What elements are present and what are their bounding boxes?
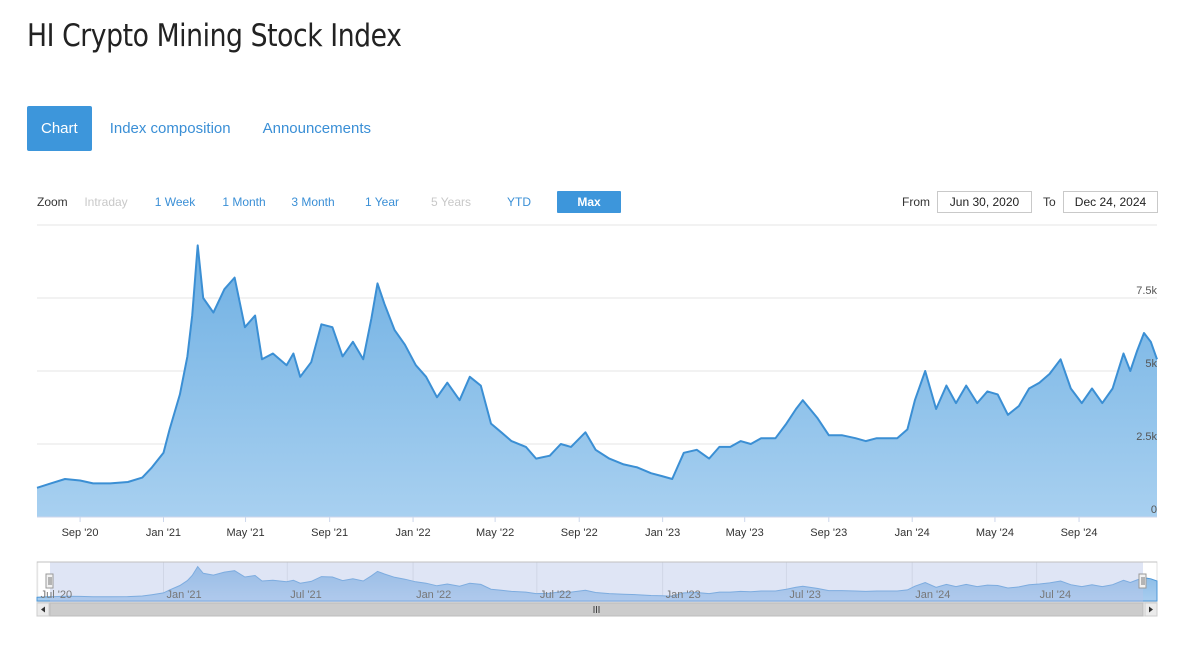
series-area — [37, 245, 1157, 517]
x-tick-label: May '24 — [976, 527, 1014, 539]
tab-announcements[interactable]: Announcements — [262, 120, 371, 137]
navigator[interactable]: Jul '20 Jan '21 Jul '21 Jan '22 Jul '22 Jan '… — [36, 561, 1158, 603]
y-tick-label: 2.5k — [1136, 431, 1157, 443]
navigator-label: Jan '21 — [166, 589, 201, 601]
navigator-selection-mask — [50, 562, 1143, 602]
navigator-label: Jul '23 — [789, 589, 820, 601]
scrollbar[interactable] — [36, 602, 1158, 617]
series-line — [36, 244, 1158, 489]
from-label: From — [902, 195, 930, 209]
navigator-right-handle[interactable] — [1138, 573, 1147, 589]
x-tick-label: May '23 — [726, 527, 764, 539]
navigator-series — [36, 565, 1158, 602]
zoom-ytd-button[interactable]: YTD — [507, 195, 531, 209]
y-axis-labels: 0 2.5k 5k 7.5k — [1136, 285, 1157, 516]
scrollbar-right-arrow-icon[interactable] — [1144, 602, 1158, 617]
page-title: HI Crypto Mining Stock Index — [27, 18, 402, 54]
zoom-1-month-button[interactable]: 1 Month — [222, 195, 266, 209]
x-tick-label: Sep '24 — [1061, 527, 1098, 539]
to-label: To — [1043, 195, 1056, 209]
zoom-max-button[interactable]: Max — [557, 191, 621, 213]
tab-chart[interactable]: Chart — [27, 106, 92, 151]
zoom-3-month-button[interactable]: 3 Month — [291, 195, 335, 209]
navigator-label: Jan '24 — [915, 589, 950, 601]
from-date-input[interactable]: Jun 30, 2020 — [937, 191, 1032, 213]
zoom-5-years-button: 5 Years — [430, 195, 472, 209]
navigator-label: Jul '21 — [290, 589, 321, 601]
zoom-intraday-button: Intraday — [84, 195, 128, 209]
x-tick-label: Jan '24 — [895, 527, 930, 539]
navigator-label: Jan '23 — [666, 589, 701, 601]
tab-index-composition[interactable]: Index composition — [109, 120, 231, 137]
navigator-label: Jul '20 — [41, 589, 72, 601]
x-tick-label: May '21 — [226, 527, 264, 539]
navigator-left-handle[interactable] — [45, 573, 54, 589]
tab-bar: Chart Index composition Announcements — [27, 106, 385, 151]
x-tick-label: Sep '21 — [311, 527, 348, 539]
navigator-label: Jan '22 — [416, 589, 451, 601]
x-tick-label: May '22 — [476, 527, 514, 539]
x-tick-label: Jan '21 — [146, 527, 181, 539]
zoom-label: Zoom — [37, 195, 68, 209]
x-axis-labels: Sep '20 Jan '21 May '21 Sep '21 Jan '22 May '… — [62, 517, 1098, 539]
y-tick-label: 0 — [1151, 504, 1157, 516]
x-tick-label: Jan '23 — [645, 527, 680, 539]
navigator-label: Jul '24 — [1040, 589, 1071, 601]
x-tick-label: Jan '22 — [395, 527, 430, 539]
x-tick-label: Sep '23 — [810, 527, 847, 539]
zoom-1-year-button[interactable]: 1 Year — [364, 195, 400, 209]
x-tick-label: Sep '20 — [62, 527, 99, 539]
range-selector: Zoom Intraday 1 Week 1 Month 3 Month 1 Y… — [37, 190, 1158, 214]
zoom-1-week-button[interactable]: 1 Week — [154, 195, 196, 209]
y-tick-label: 7.5k — [1136, 285, 1157, 297]
y-tick-label: 5k — [1145, 358, 1157, 370]
to-date-input[interactable]: Dec 24, 2024 — [1063, 191, 1158, 213]
navigator-label: Jul '22 — [540, 589, 571, 601]
scrollbar-grip — [593, 606, 600, 613]
x-tick-label: Sep '22 — [561, 527, 598, 539]
navigator-labels: Jul '20 Jan '21 Jul '21 Jan '22 Jul '22 Jan '… — [41, 589, 1071, 601]
scrollbar-left-arrow-icon[interactable] — [36, 602, 50, 617]
